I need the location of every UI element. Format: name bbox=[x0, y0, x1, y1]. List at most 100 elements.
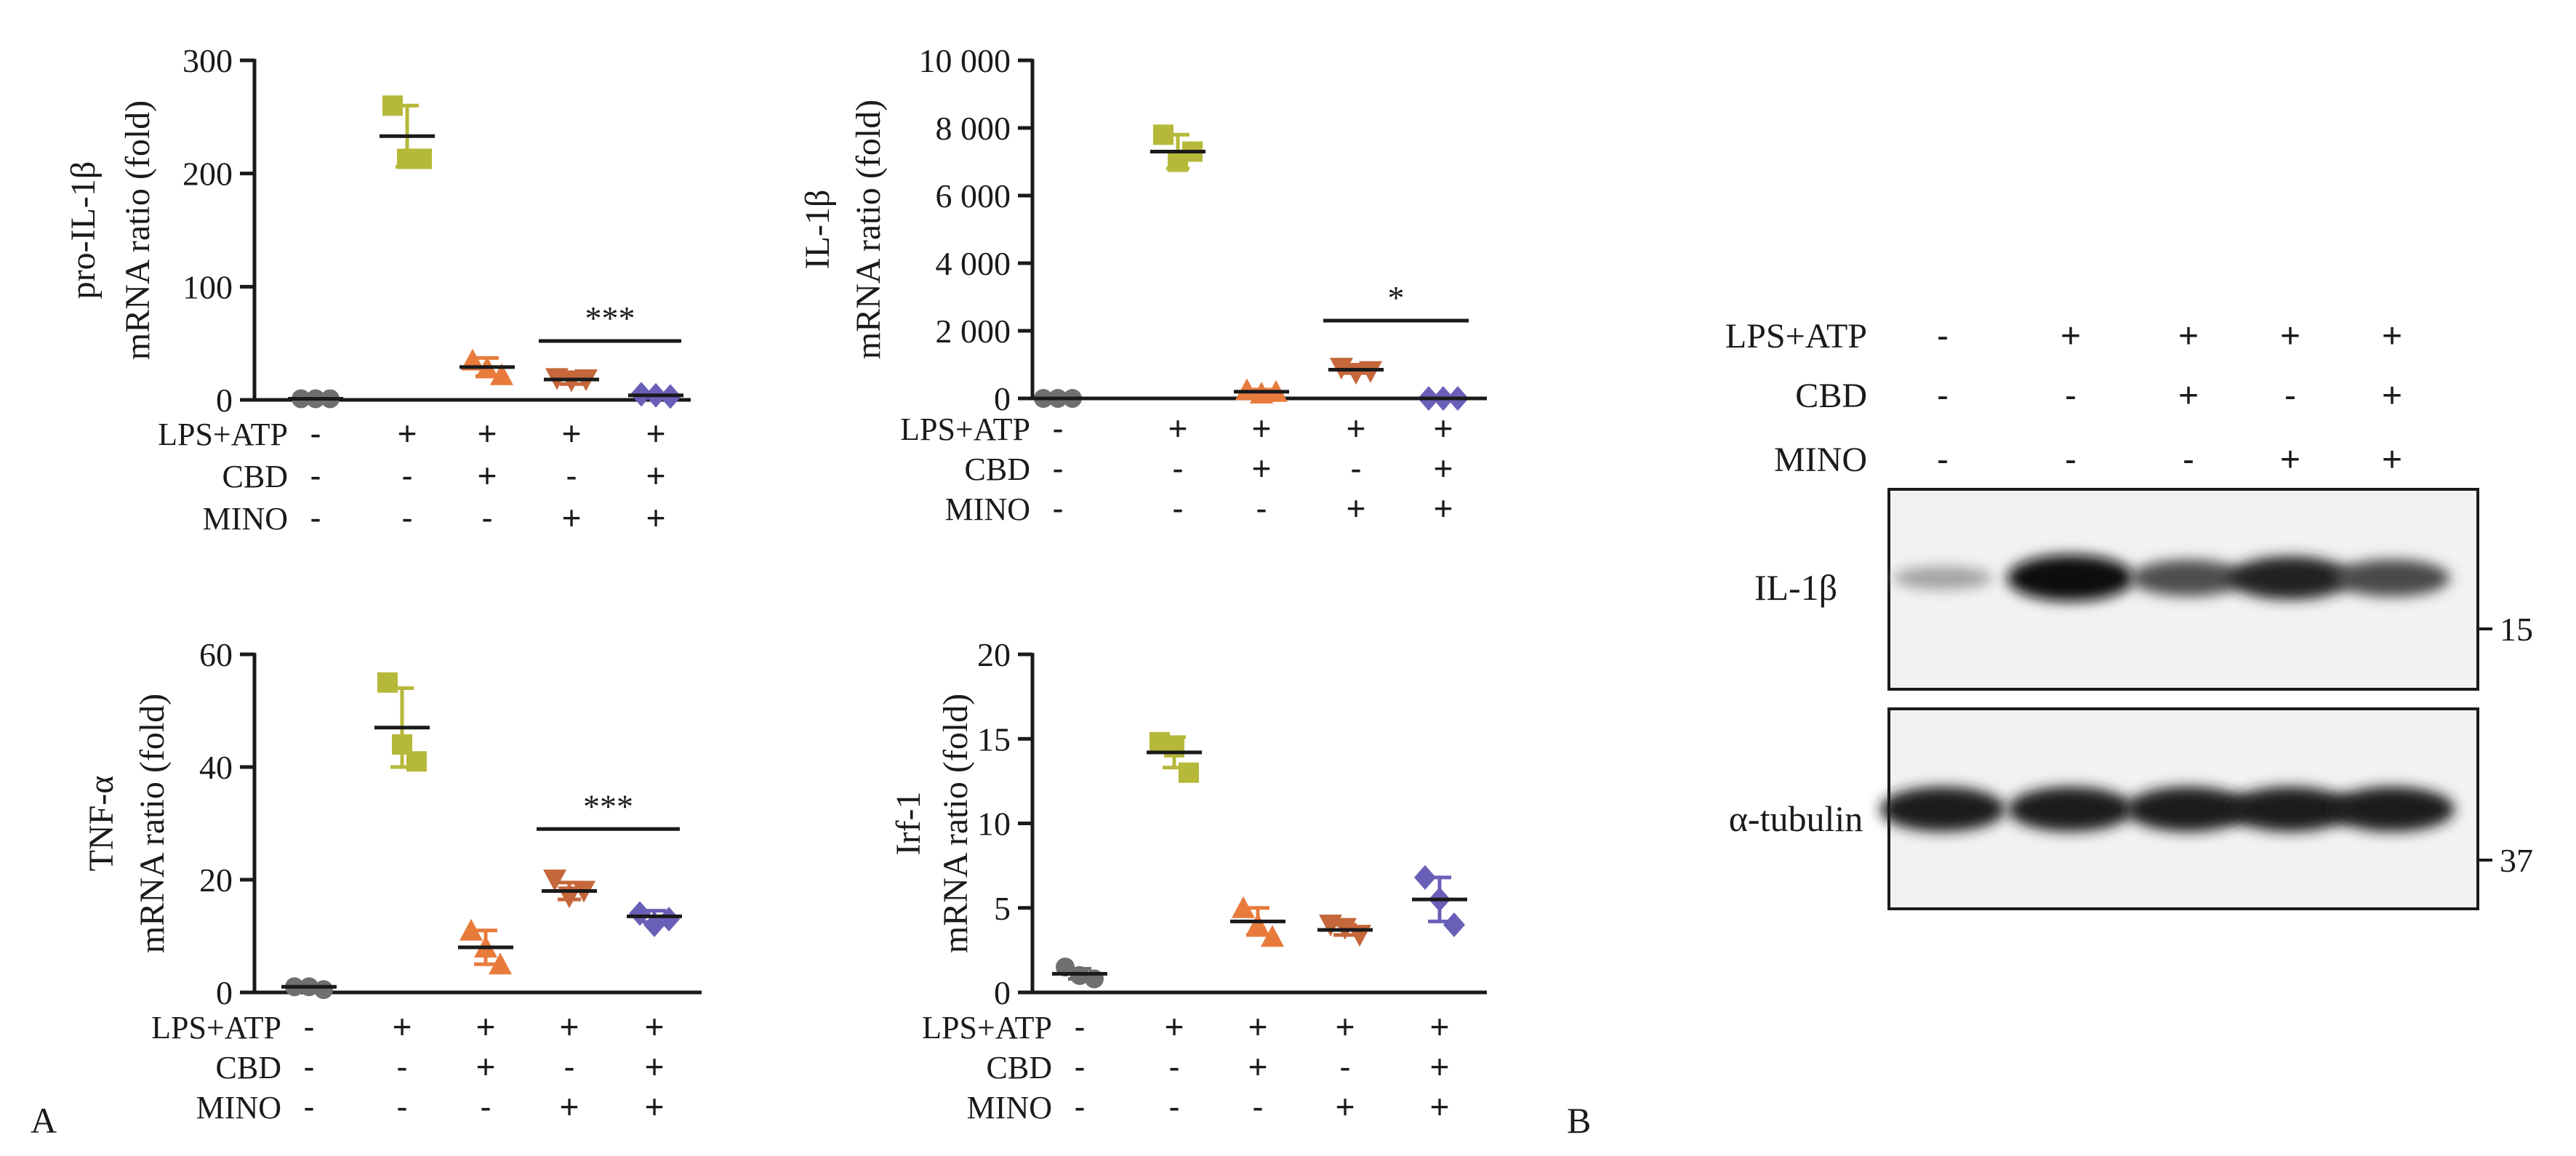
data-point bbox=[406, 751, 427, 772]
data-point bbox=[560, 370, 583, 393]
data-point bbox=[382, 95, 403, 116]
group-3 bbox=[1230, 896, 1285, 947]
data-point bbox=[1443, 912, 1465, 937]
condition-mark: - bbox=[1052, 489, 1063, 527]
condition-mark: - bbox=[303, 1088, 314, 1125]
mw-marker-label: 37 bbox=[2500, 842, 2533, 879]
condition-table: LPS+ATP - + + + +CBD - - + - +MINO - - - + + bbox=[151, 1008, 664, 1125]
condition-mark: + bbox=[645, 1088, 665, 1125]
condition-label: LPS+ATP bbox=[900, 412, 1030, 447]
data-point bbox=[1164, 736, 1184, 758]
condition-mark: - bbox=[480, 1088, 491, 1125]
condition-mark: + bbox=[1347, 489, 1366, 527]
y-axis-label: mRNA ratio (fold) bbox=[133, 694, 172, 953]
blot-condition-mark: + bbox=[2061, 317, 2081, 356]
y-axis-label: mRNA ratio (fold) bbox=[119, 100, 157, 360]
condition-mark: - bbox=[1172, 489, 1183, 527]
blot-condition-mark: + bbox=[2280, 441, 2300, 479]
condition-mark: - bbox=[303, 1008, 314, 1045]
blot-band bbox=[2227, 787, 2354, 832]
data-point bbox=[1235, 378, 1259, 401]
y-tick-label: 5 bbox=[994, 890, 1011, 927]
condition-table: LPS+ATP - + + + +CBD - - + - +MINO - - - + + bbox=[158, 414, 665, 537]
significance-label: *** bbox=[585, 300, 635, 337]
condition-mark: + bbox=[645, 1048, 665, 1085]
condition-mark: + bbox=[476, 1048, 496, 1085]
y-axis-label: IL-1β bbox=[798, 190, 837, 270]
blot-band bbox=[1893, 566, 1993, 590]
data-point bbox=[629, 901, 651, 926]
condition-mark: + bbox=[562, 414, 582, 452]
data-point bbox=[1261, 925, 1284, 947]
blot-band bbox=[2228, 556, 2352, 600]
condition-mark: - bbox=[1350, 449, 1361, 487]
y-axis-label: pro-IL-1β bbox=[64, 161, 103, 300]
blot-condition-mark: - bbox=[2284, 377, 2296, 415]
blot-condition-mark: - bbox=[1937, 377, 1949, 415]
data-point bbox=[490, 363, 513, 385]
condition-mark: + bbox=[1168, 409, 1188, 447]
blot-band bbox=[2334, 559, 2450, 597]
condition-mark: + bbox=[1430, 1008, 1450, 1045]
condition-mark: + bbox=[1252, 449, 1272, 487]
blot-condition-mark: + bbox=[2382, 441, 2402, 479]
blot-condition-mark: - bbox=[2065, 441, 2077, 479]
y-tick-label: 0 bbox=[994, 974, 1011, 1011]
condition-mark: - bbox=[1168, 1088, 1179, 1125]
data-point bbox=[1153, 124, 1173, 145]
condition-mark: + bbox=[646, 499, 666, 537]
blot-band bbox=[2007, 555, 2135, 601]
y-tick-label: 8 000 bbox=[936, 110, 1011, 147]
group-3 bbox=[458, 918, 513, 975]
group-2 bbox=[1150, 124, 1205, 172]
condition-mark: + bbox=[1165, 1008, 1184, 1045]
condition-mark: - bbox=[1172, 449, 1183, 487]
condition-label: CBD bbox=[987, 1050, 1052, 1085]
blot-condition-mark: + bbox=[2178, 317, 2199, 356]
condition-mark: - bbox=[566, 457, 577, 494]
condition-mark: - bbox=[396, 1088, 407, 1125]
condition-mark: + bbox=[1430, 1048, 1450, 1085]
data-point bbox=[1359, 361, 1382, 383]
condition-mark: + bbox=[1347, 409, 1366, 447]
condition-mark: - bbox=[1052, 409, 1063, 447]
blot-condition-mark: + bbox=[2178, 377, 2199, 415]
y-tick-label: 40 bbox=[199, 749, 233, 786]
blot-condition-mark: - bbox=[2183, 441, 2194, 479]
condition-mark: - bbox=[1074, 1088, 1085, 1125]
condition-label: CBD bbox=[965, 451, 1030, 487]
panel-label-b: B bbox=[1567, 1100, 1591, 1141]
blot-band bbox=[2007, 787, 2134, 832]
group-4 bbox=[1317, 915, 1373, 947]
condition-label: MINO bbox=[196, 1090, 281, 1125]
y-tick-label: 2 000 bbox=[936, 313, 1011, 350]
y-tick-label: 6 000 bbox=[936, 177, 1011, 214]
blot-condition-label: LPS+ATP bbox=[1725, 317, 1867, 356]
data-point bbox=[314, 980, 333, 1000]
western-blot-panel: LPS+ATP - + + + + CBD - - + - + MINO - - - + + IL-1β 15 α-tu… bbox=[1725, 317, 2533, 910]
data-point bbox=[1414, 864, 1436, 890]
group-3 bbox=[460, 348, 515, 385]
panel-label-a: A bbox=[31, 1100, 57, 1141]
blot-condition-mark: - bbox=[1937, 317, 1949, 356]
condition-table: LPS+ATP - + + + +CBD - - + - +MINO - - - + + bbox=[900, 409, 1453, 527]
condition-label: MINO bbox=[203, 501, 288, 537]
condition-label: MINO bbox=[945, 491, 1030, 527]
mw-marker-label: 15 bbox=[2500, 611, 2533, 648]
condition-mark: + bbox=[1434, 409, 1453, 447]
y-tick-label: 100 bbox=[182, 268, 233, 305]
blot-condition-mark: + bbox=[2382, 377, 2402, 415]
condition-mark: - bbox=[563, 1048, 574, 1085]
group-2 bbox=[380, 95, 435, 169]
y-tick-label: 15 bbox=[977, 721, 1011, 758]
condition-mark: - bbox=[481, 499, 492, 537]
data-point bbox=[412, 148, 432, 169]
condition-mark: + bbox=[646, 457, 666, 494]
data-point bbox=[377, 672, 398, 693]
condition-mark: - bbox=[310, 414, 321, 452]
condition-label: LPS+ATP bbox=[922, 1010, 1052, 1045]
group-5 bbox=[1416, 386, 1471, 411]
y-tick-label: 300 bbox=[182, 42, 233, 79]
